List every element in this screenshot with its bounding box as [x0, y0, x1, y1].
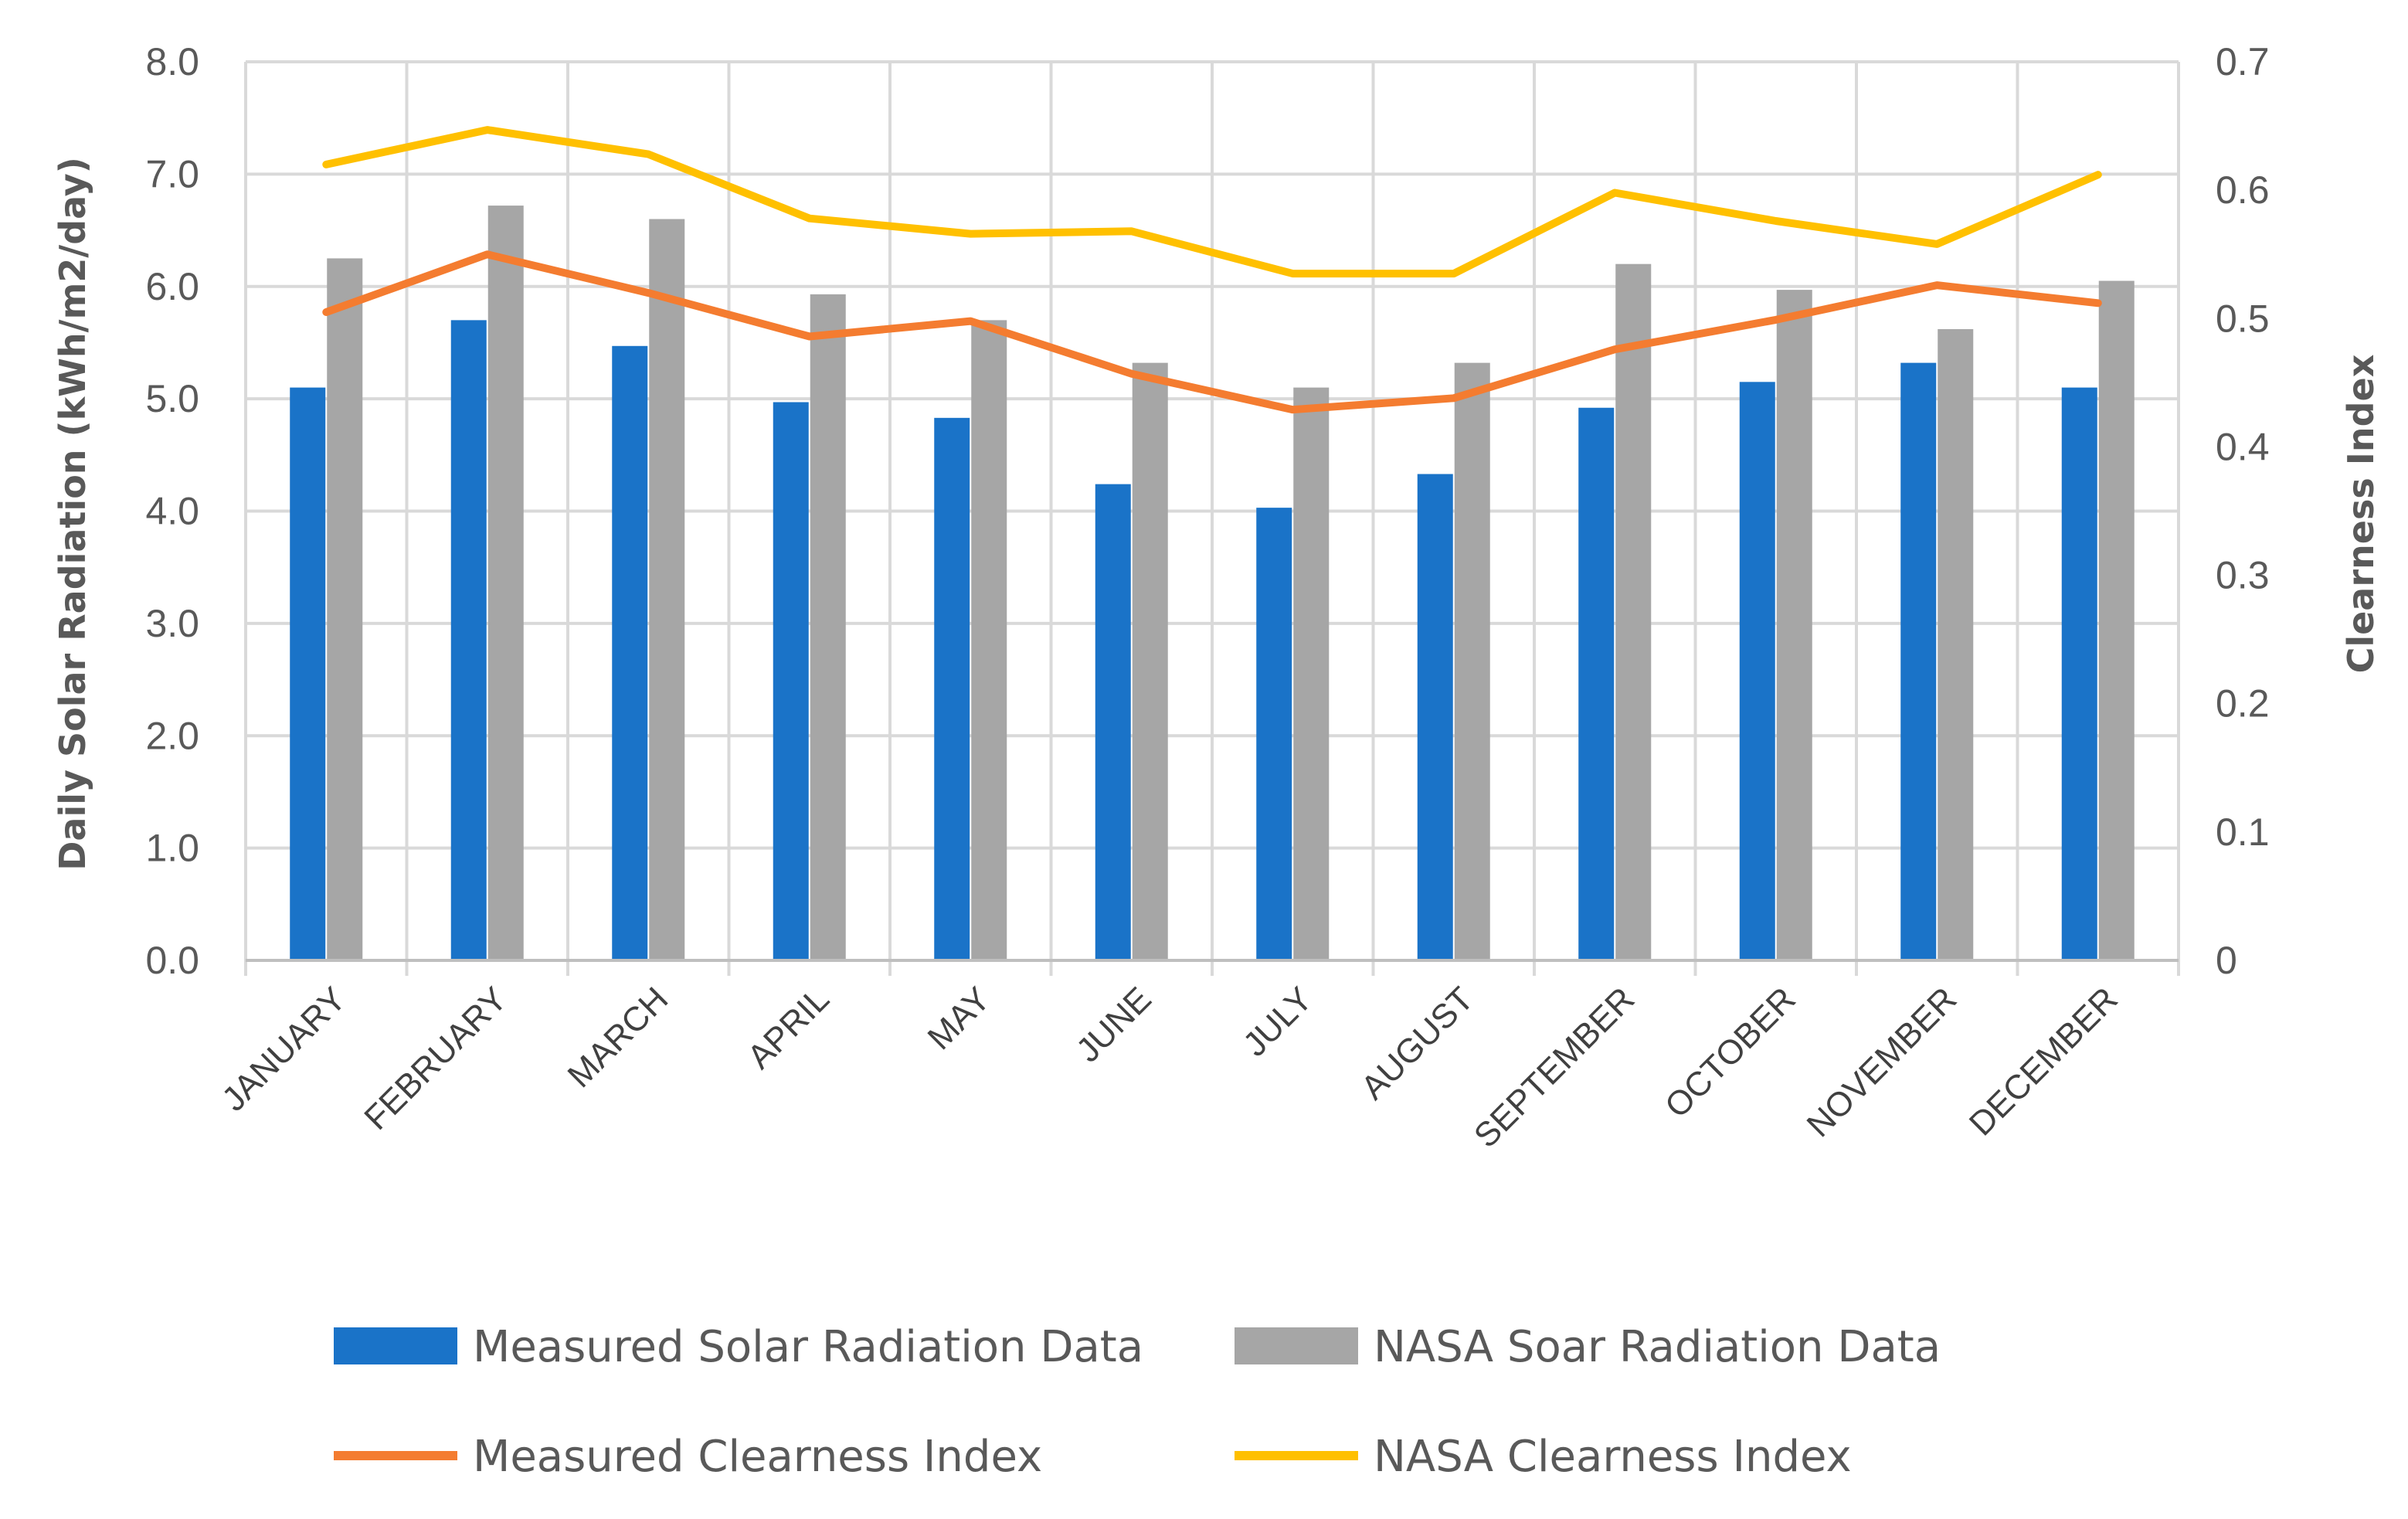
bar-nasa-radiation	[2098, 280, 2135, 960]
y-tick-label: 5.0	[145, 377, 199, 420]
x-tick-label: JUNE	[1069, 980, 1159, 1069]
bar-measured-radiation	[1256, 508, 1292, 960]
bars	[290, 206, 2135, 961]
x-tick-label: APRIL	[740, 980, 837, 1076]
y2-tick-label: 0.3	[2216, 554, 2270, 597]
y2-tick-label: 0.6	[2216, 168, 2270, 212]
y2-tick-label: 0.2	[2216, 682, 2270, 726]
bar-measured-radiation	[612, 345, 648, 961]
y2-tick-label: 0.4	[2216, 425, 2270, 468]
lines	[322, 126, 2102, 414]
bar-nasa-radiation	[1293, 387, 1330, 960]
y-tick-label: 8.0	[145, 40, 199, 83]
bar-measured-radiation	[450, 320, 487, 960]
y-tick-label: 2.0	[145, 714, 199, 757]
bar-nasa-radiation	[971, 320, 1007, 960]
bar-nasa-radiation	[1454, 362, 1490, 961]
bar-nasa-radiation	[810, 294, 846, 960]
y-tick-label: 3.0	[145, 602, 199, 645]
bar-nasa-radiation	[327, 258, 363, 960]
bar-measured-radiation	[1417, 474, 1453, 960]
x-tick-label: DECEMBER	[1962, 980, 2125, 1143]
x-tick-label: SEPTEMBER	[1467, 980, 1642, 1155]
legend-label-measured-radiation: Measured Solar Radiation Data	[473, 1322, 1143, 1372]
legend-label-measured-clearness: Measured Clearness Index	[473, 1432, 1042, 1482]
y2-tick-label: 0.5	[2216, 297, 2270, 340]
x-tick-label: JULY	[1236, 980, 1319, 1063]
bar-nasa-radiation	[1615, 263, 1652, 960]
y-tick-label: 6.0	[145, 265, 199, 308]
bar-nasa-radiation	[649, 219, 685, 960]
x-tick-label: NOVEMBER	[1800, 980, 1965, 1144]
legend-label-nasa-clearness: NASA Clearness Index	[1374, 1432, 1852, 1482]
bar-nasa-radiation	[1132, 362, 1168, 961]
bar-measured-radiation	[934, 417, 970, 960]
y-tick-label: 1.0	[145, 827, 199, 870]
legend-label-nasa-radiation: NASA Soar Radiation Data	[1374, 1322, 1941, 1372]
bar-nasa-radiation	[1938, 328, 1974, 960]
category-labels: JANUARY FEBRUARY MARCH APRIL MAY JUNE JULY AUGU…	[215, 980, 2125, 1155]
legend: Measured Solar Radiation Data NASA Soar …	[334, 1322, 1941, 1482]
y2-axis-title: Clearness Index	[2340, 355, 2382, 674]
y2-tick-label: 0	[2216, 939, 2237, 982]
bar-measured-radiation	[1095, 484, 1131, 960]
x-tick-label: FEBRUARY	[357, 980, 515, 1137]
legend-swatch-measured-radiation	[334, 1327, 457, 1364]
x-tick-label: JANUARY	[215, 980, 353, 1118]
grid	[244, 60, 2180, 976]
tick-labels: 0.0 1.0 2.0 3.0 4.0 5.0 6.0 7.0 8.0 0 0.1 0.2 0.3 0.4…	[145, 40, 2269, 982]
y-tick-label: 4.0	[145, 490, 199, 533]
y-axis-title: Daily Solar Radiation (kWh/m2/day)	[52, 157, 93, 871]
bar-measured-radiation	[290, 387, 326, 960]
bar-nasa-radiation	[487, 206, 524, 961]
bar-measured-radiation	[773, 402, 809, 960]
y-tick-label: 0.0	[145, 939, 199, 982]
x-tick-label: MAY	[921, 980, 998, 1057]
bar-measured-radiation	[1739, 382, 1775, 961]
legend-swatch-nasa-radiation	[1235, 1327, 1358, 1364]
series-line-nasa-clearness	[322, 126, 2102, 278]
y2-tick-label: 0.7	[2216, 40, 2270, 83]
x-tick-label: OCTOBER	[1658, 980, 1803, 1125]
x-tick-label: AUGUST	[1354, 980, 1481, 1106]
y-tick-label: 7.0	[145, 152, 199, 195]
x-tick-label: MARCH	[561, 980, 676, 1095]
bar-measured-radiation	[1578, 407, 1615, 960]
bar-measured-radiation	[2061, 387, 2097, 960]
y2-tick-label: 0.1	[2216, 810, 2270, 854]
series-line-measured-clearness	[322, 250, 2102, 414]
bar-nasa-radiation	[1776, 290, 1812, 961]
bar-measured-radiation	[1900, 362, 1937, 961]
